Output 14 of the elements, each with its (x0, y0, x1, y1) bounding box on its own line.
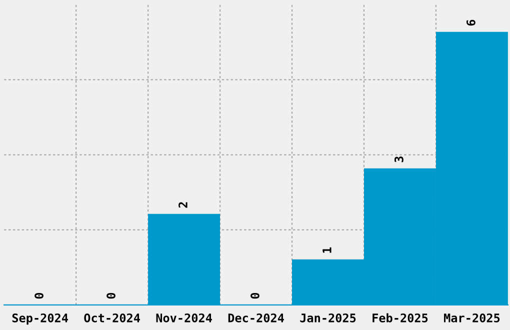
x-tick-label: Mar-2025 (444, 313, 500, 322)
x-tick-label: Jan-2025 (300, 313, 356, 322)
data-label: 6 (466, 20, 476, 26)
data-label: 3 (394, 156, 404, 162)
x-tick-label: Feb-2025 (372, 313, 428, 322)
x-tick-label: Dec-2024 (228, 313, 284, 322)
x-tick-label: Oct-2024 (84, 313, 140, 322)
data-label: 0 (34, 292, 44, 299)
x-tick-label: Sep-2024 (12, 313, 68, 325)
data-label: 1 (322, 247, 332, 253)
data-label: 2 (178, 202, 188, 208)
data-label: 0 (250, 292, 260, 299)
data-label: 0 (106, 292, 116, 299)
x-tick-label: Nov-2024 (156, 313, 212, 322)
